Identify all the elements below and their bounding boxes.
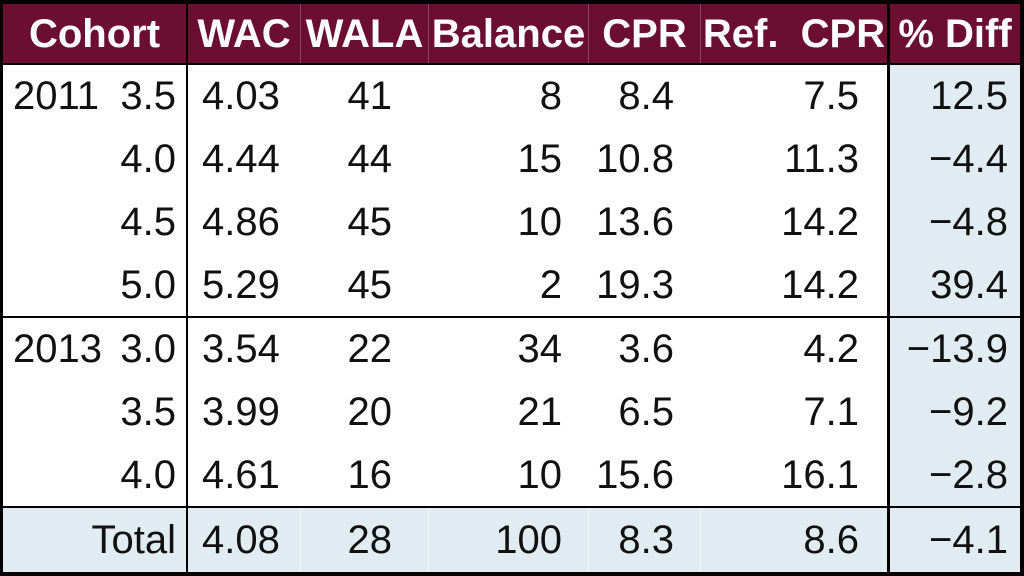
table-row-2013-3.0: 2013 3.0 3.54 22 34 3.6 4.2 −13.9 xyxy=(3,315,1020,381)
cell-ref-cpr: 4.2 xyxy=(700,317,890,381)
cell-balance: 8 xyxy=(539,74,562,119)
cell-wac: 5.29 xyxy=(202,262,280,307)
header-cell-wac: WAC xyxy=(197,11,291,56)
cell-balance: 10 xyxy=(517,452,563,497)
cell-cohort: 5.0 xyxy=(3,253,188,316)
cohort-coupon: 4.0 xyxy=(120,137,176,182)
cell-cohort: 3.5 xyxy=(3,380,188,444)
cell-balance: 100 xyxy=(428,508,588,573)
table-row-2011-3.5: 2011 3.5 4.03 41 8 8.4 7.5 12.5 xyxy=(3,65,1020,128)
cell-wala: 22 xyxy=(347,327,393,372)
cell-wala: 41 xyxy=(347,74,393,119)
cell-cohort: 2011 3.5 xyxy=(3,65,188,128)
cell-wac: 4.86 xyxy=(202,199,280,244)
cell-wala: 28 xyxy=(300,508,428,573)
cell-wala: 16 xyxy=(347,452,393,497)
cell-ref-cpr: 7.5 xyxy=(700,65,890,128)
cell-pct-diff: −4.1 xyxy=(929,518,1008,563)
total-label: Total xyxy=(91,518,177,563)
cohort-coupon: 3.0 xyxy=(120,327,176,372)
table-row-2011-5.0: 5.0 5.29 45 2 19.3 14.2 39.4 xyxy=(3,253,1020,316)
cell-cpr: 10.8 xyxy=(596,137,674,182)
cell-cpr: 15.6 xyxy=(596,452,674,497)
cell-ref-cpr: 14.2 xyxy=(700,253,890,316)
table-header-row: Cohort WAC WALA Balance CPR Ref. CPR % D… xyxy=(3,4,1020,65)
cell-pct-diff: −4.8 xyxy=(890,190,1020,254)
cohort-year: 2011 xyxy=(13,74,100,119)
header-cell-balance: Balance xyxy=(428,4,588,63)
cell-balance: 2 xyxy=(539,262,562,307)
cell-wac: 4.44 xyxy=(202,137,280,182)
cell-cohort: 4.0 xyxy=(3,443,188,507)
cell-wala: 44 xyxy=(347,137,393,182)
cell-pct-diff: −4.4 xyxy=(890,127,1020,191)
cohort-coupon: 5.0 xyxy=(120,262,176,307)
cell-wac: 4.61 xyxy=(202,452,280,497)
cell-ref-cpr: 16.1 xyxy=(700,443,890,507)
cell-wac: 4.08 xyxy=(202,518,280,563)
cell-wac: 4.03 xyxy=(202,74,280,119)
header-cell-cohort: Cohort xyxy=(3,4,188,63)
cohort-year: 2013 xyxy=(13,327,102,372)
cell-pct-diff: 12.5 xyxy=(890,65,1020,128)
header-cell-ref-cpr: Ref. CPR xyxy=(700,4,890,63)
cell-ref-cpr: 11.3 xyxy=(700,127,890,191)
cell-cpr: 13.6 xyxy=(596,199,674,244)
cell-pct-diff: −2.8 xyxy=(890,443,1020,507)
table-row-2013-4.0: 4.0 4.61 16 10 15.6 16.1 −2.8 xyxy=(3,443,1020,507)
cell-cohort: 4.5 xyxy=(3,190,188,254)
cell-pct-diff: −9.2 xyxy=(890,380,1020,444)
cell-ref-cpr: 8.6 xyxy=(700,508,890,573)
table-row-2011-4.5: 4.5 4.86 45 10 13.6 14.2 −4.8 xyxy=(3,190,1020,254)
cell-wala: 45 xyxy=(347,199,393,244)
header-cell-wala: WALA xyxy=(300,4,428,63)
cell-pct-diff: −13.9 xyxy=(890,317,1020,381)
header-cell-cpr: CPR xyxy=(588,4,700,63)
cell-cpr: 3.6 xyxy=(618,327,674,372)
cell-cpr: 6.5 xyxy=(618,389,674,434)
cell-balance: 15 xyxy=(517,137,563,182)
cell-pct-diff: 39.4 xyxy=(890,253,1020,316)
cell-wac: 3.54 xyxy=(202,327,280,372)
cell-cpr: 8.4 xyxy=(618,74,674,119)
cell-wala: 20 xyxy=(347,389,393,434)
cell-total-label: Total xyxy=(3,508,188,573)
cohort-coupon: 4.5 xyxy=(120,199,176,244)
cell-balance: 21 xyxy=(517,389,563,434)
cohort-coupon: 3.5 xyxy=(120,389,176,434)
cell-ref-cpr: 14.2 xyxy=(700,190,890,254)
cell-wac: 3.99 xyxy=(202,389,280,434)
table-row-2013-3.5: 3.5 3.99 20 21 6.5 7.1 −9.2 xyxy=(3,380,1020,444)
header-cell-pct-diff: % Diff xyxy=(898,11,1012,56)
table-row-2011-4.0: 4.0 4.44 44 15 10.8 11.3 −4.4 xyxy=(3,127,1020,191)
cell-cohort: 2013 3.0 xyxy=(3,317,188,381)
cohort-coupon: 4.0 xyxy=(120,452,176,497)
table-total-row: Total 4.08 28 100 8.3 8.6 −4.1 xyxy=(3,506,1020,573)
cell-balance: 10 xyxy=(517,199,563,244)
cell-cpr: 8.3 xyxy=(588,508,700,573)
cell-ref-cpr: 7.1 xyxy=(700,380,890,444)
cell-wala: 45 xyxy=(347,262,393,307)
cell-cpr: 19.3 xyxy=(596,262,674,307)
cell-cohort: 4.0 xyxy=(3,127,188,191)
cell-balance: 34 xyxy=(517,327,563,372)
cohort-coupon: 3.5 xyxy=(120,74,176,119)
